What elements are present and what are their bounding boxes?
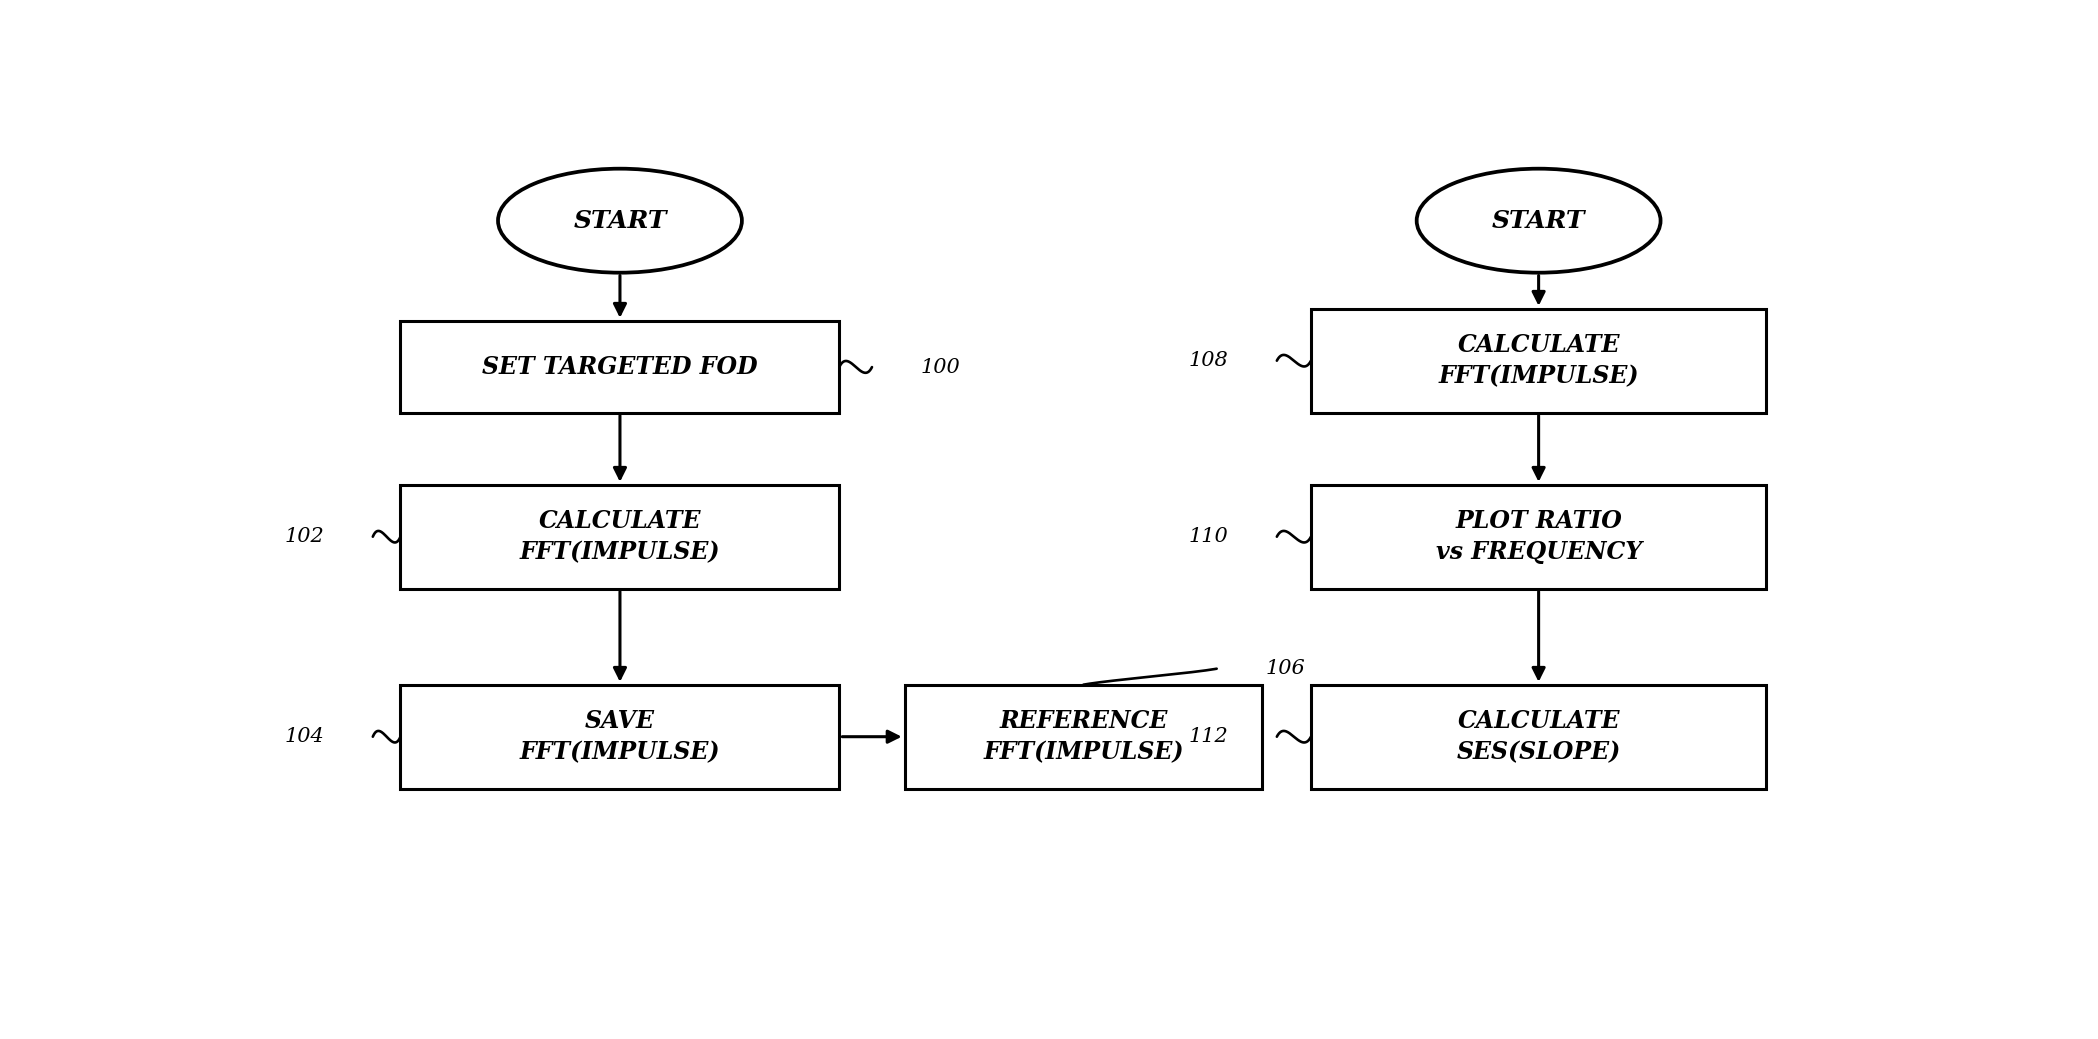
Bar xyxy=(401,484,839,589)
Text: CALCULATE
SES(SLOPE): CALCULATE SES(SLOPE) xyxy=(1456,709,1622,765)
Text: 108: 108 xyxy=(1187,351,1227,370)
Text: START: START xyxy=(573,209,667,233)
Text: 102: 102 xyxy=(285,527,323,547)
Text: START: START xyxy=(1492,209,1586,233)
Text: SAVE
FFT(IMPULSE): SAVE FFT(IMPULSE) xyxy=(520,709,720,765)
Text: 112: 112 xyxy=(1187,727,1227,746)
Bar xyxy=(401,685,839,789)
Text: SET TARGETED FOD: SET TARGETED FOD xyxy=(483,354,757,378)
Text: CALCULATE
FFT(IMPULSE): CALCULATE FFT(IMPULSE) xyxy=(1439,332,1639,389)
Text: 104: 104 xyxy=(285,727,323,746)
Text: PLOT RATIO
vs FREQUENCY: PLOT RATIO vs FREQUENCY xyxy=(1435,509,1641,564)
Bar xyxy=(904,685,1263,789)
Bar xyxy=(1311,309,1767,412)
Bar xyxy=(401,321,839,412)
Bar xyxy=(1311,685,1767,789)
Text: REFERENCE
FFT(IMPULSE): REFERENCE FFT(IMPULSE) xyxy=(984,709,1183,765)
Text: 106: 106 xyxy=(1265,659,1305,678)
Text: CALCULATE
FFT(IMPULSE): CALCULATE FFT(IMPULSE) xyxy=(520,509,720,564)
Text: 110: 110 xyxy=(1187,527,1227,547)
Bar xyxy=(1311,484,1767,589)
Text: 100: 100 xyxy=(921,357,961,376)
